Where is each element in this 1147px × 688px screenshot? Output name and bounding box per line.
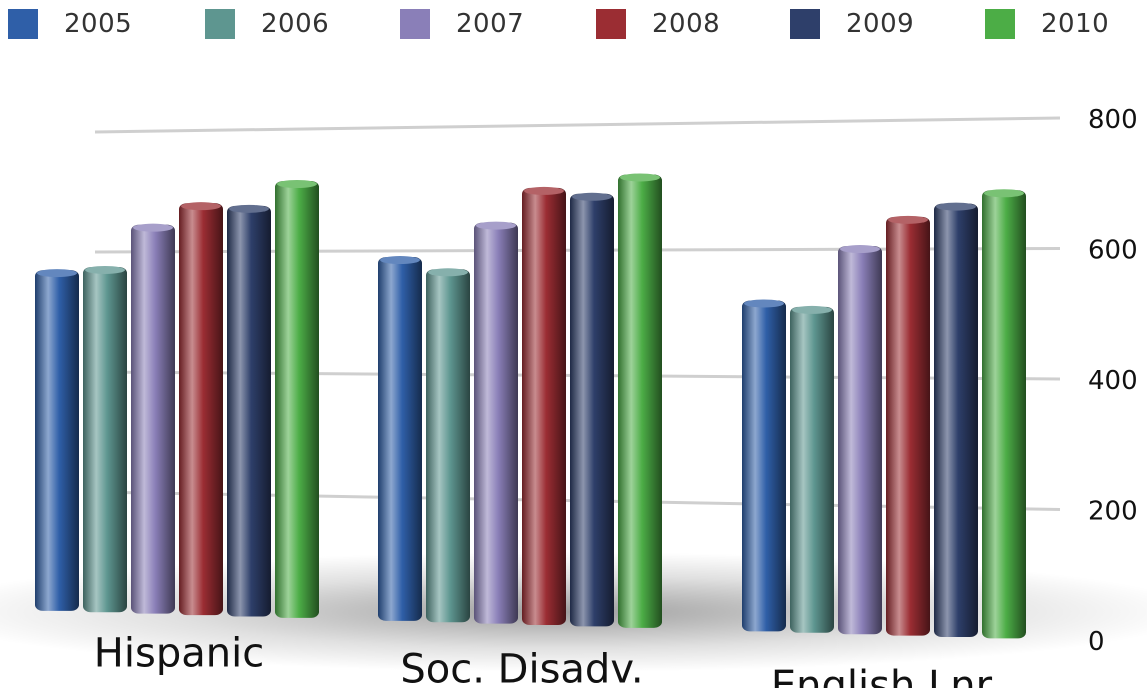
legend-item-2006: 2006 xyxy=(205,8,329,40)
bar-cap xyxy=(37,269,77,278)
bar-english-lnr-2005 xyxy=(742,300,786,632)
bar-cap xyxy=(840,245,880,254)
legend-item-2005: 2005 xyxy=(8,8,132,40)
legend-label: 2008 xyxy=(652,9,721,39)
bar-cap xyxy=(792,305,832,314)
bar-cap xyxy=(744,299,784,308)
bar-cap xyxy=(133,223,173,232)
bar-english-lnr-2010 xyxy=(982,190,1026,639)
bar-cap xyxy=(524,186,564,195)
legend-label: 2005 xyxy=(64,9,133,39)
bar-cap xyxy=(85,265,125,274)
bar-hispanic-2009 xyxy=(227,205,271,617)
legend-item-2008: 2008 xyxy=(596,8,720,40)
bar-english-lnr-2007 xyxy=(838,246,882,635)
legend-label: 2010 xyxy=(1041,9,1110,39)
legend-swatch xyxy=(596,9,626,39)
bar-cap xyxy=(380,256,420,265)
legend-item-2010: 2010 xyxy=(985,8,1109,40)
legend-item-2007: 2007 xyxy=(400,8,524,40)
bar-cap xyxy=(476,221,516,230)
legend-swatch xyxy=(400,9,430,39)
bar-cap xyxy=(181,202,221,211)
category-label: English Lnr. xyxy=(771,663,1001,688)
bar-english-lnr-2008 xyxy=(886,216,930,636)
bar-english-lnr-2006 xyxy=(790,306,834,633)
bar-english-lnr-2009 xyxy=(934,203,978,637)
y-tick-label: 200 xyxy=(1088,497,1138,527)
bar-cap xyxy=(277,180,317,189)
bar-soc-disadv-2009 xyxy=(570,193,614,627)
legend-swatch xyxy=(985,9,1015,39)
legend-label: 2009 xyxy=(846,9,915,39)
bar-cap xyxy=(620,173,660,182)
legend-label: 2007 xyxy=(456,9,525,39)
y-tick-label: 600 xyxy=(1088,236,1138,266)
bar-hispanic-2008 xyxy=(179,203,223,616)
legend-swatch xyxy=(205,9,235,39)
bar-cap xyxy=(984,189,1024,198)
legend-swatch xyxy=(8,9,38,39)
bar-cap xyxy=(229,204,269,213)
bar-cap xyxy=(572,192,612,201)
category-label: Hispanic xyxy=(94,630,264,676)
y-tick-label: 400 xyxy=(1088,366,1138,396)
bar-cap xyxy=(936,202,976,211)
legend-swatch xyxy=(790,9,820,39)
bar-soc-disadv-2006 xyxy=(426,269,470,623)
y-tick-label: 0 xyxy=(1088,627,1105,657)
bar-cap xyxy=(888,215,928,224)
bar-hispanic-2005 xyxy=(35,270,79,611)
category-label: Soc. Disadv. xyxy=(400,646,643,688)
bar-hispanic-2010 xyxy=(275,181,319,618)
legend-item-2009: 2009 xyxy=(790,8,914,40)
bar-soc-disadv-2005 xyxy=(378,257,422,621)
bar-soc-disadv-2010 xyxy=(618,174,662,628)
bar-soc-disadv-2007 xyxy=(474,222,518,624)
gridline xyxy=(94,116,1061,134)
bar-soc-disadv-2008 xyxy=(522,187,566,626)
legend: 2005 2006 2007 2008 2009 2010 xyxy=(0,0,1147,52)
legend-label: 2006 xyxy=(261,9,330,39)
bar-hispanic-2006 xyxy=(83,266,127,613)
bar-cap xyxy=(428,268,468,277)
bar-hispanic-2007 xyxy=(131,224,175,614)
y-tick-label: 800 xyxy=(1088,105,1138,135)
